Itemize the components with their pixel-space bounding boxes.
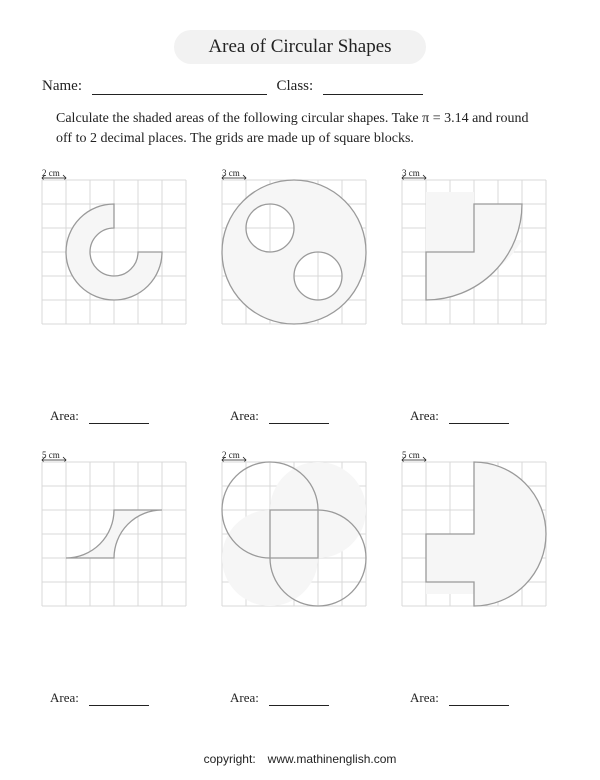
figure-6: 5 cm [400,450,560,610]
grid [42,462,186,606]
figure-4: 5 cm [40,450,200,610]
dim-label: 2 cm [222,450,240,460]
area-blank[interactable] [269,694,329,706]
class-label: Class: [276,78,313,94]
area-blank[interactable] [269,412,329,424]
grid [222,462,366,606]
header-fields: Name: Class: [38,78,562,95]
area-label: Area: [50,408,79,423]
figure-2: 3 cm [220,168,380,328]
dim-label: 3 cm [402,168,420,178]
dim-label: 5 cm [402,450,420,460]
area-label: Area: [410,690,439,705]
figure-row-2: 5 cm [38,450,562,610]
dim-label: 3 cm [222,168,240,178]
area-blank[interactable] [89,694,149,706]
area-label: Area: [230,690,259,705]
area-blank[interactable] [449,694,509,706]
copyright-text: copyright: www.mathinenglish.com [0,752,600,766]
figure-1: 2 cm [40,168,200,328]
grid [42,180,186,324]
figure-row-1: 2 cm [38,168,562,328]
grid [402,180,546,324]
name-label: Name: [42,78,82,94]
grid [402,462,546,606]
dim-label: 2 cm [42,168,60,178]
answer-row-1: Area: Area: Area: [38,408,562,424]
area-label: Area: [410,408,439,423]
instructions-text: Calculate the shaded areas of the follow… [38,109,562,150]
dim-label: 5 cm [42,450,60,460]
area-blank[interactable] [449,412,509,424]
figure-5: 2 cm [220,450,380,610]
page-title: Area of Circular Shapes [174,30,425,64]
class-blank[interactable] [323,81,423,95]
grid [222,180,366,324]
area-label: Area: [50,690,79,705]
answer-row-2: Area: Area: Area: [38,690,562,706]
area-label: Area: [230,408,259,423]
name-blank[interactable] [92,81,267,95]
area-blank[interactable] [89,412,149,424]
figure-3: 3 cm [400,168,560,328]
